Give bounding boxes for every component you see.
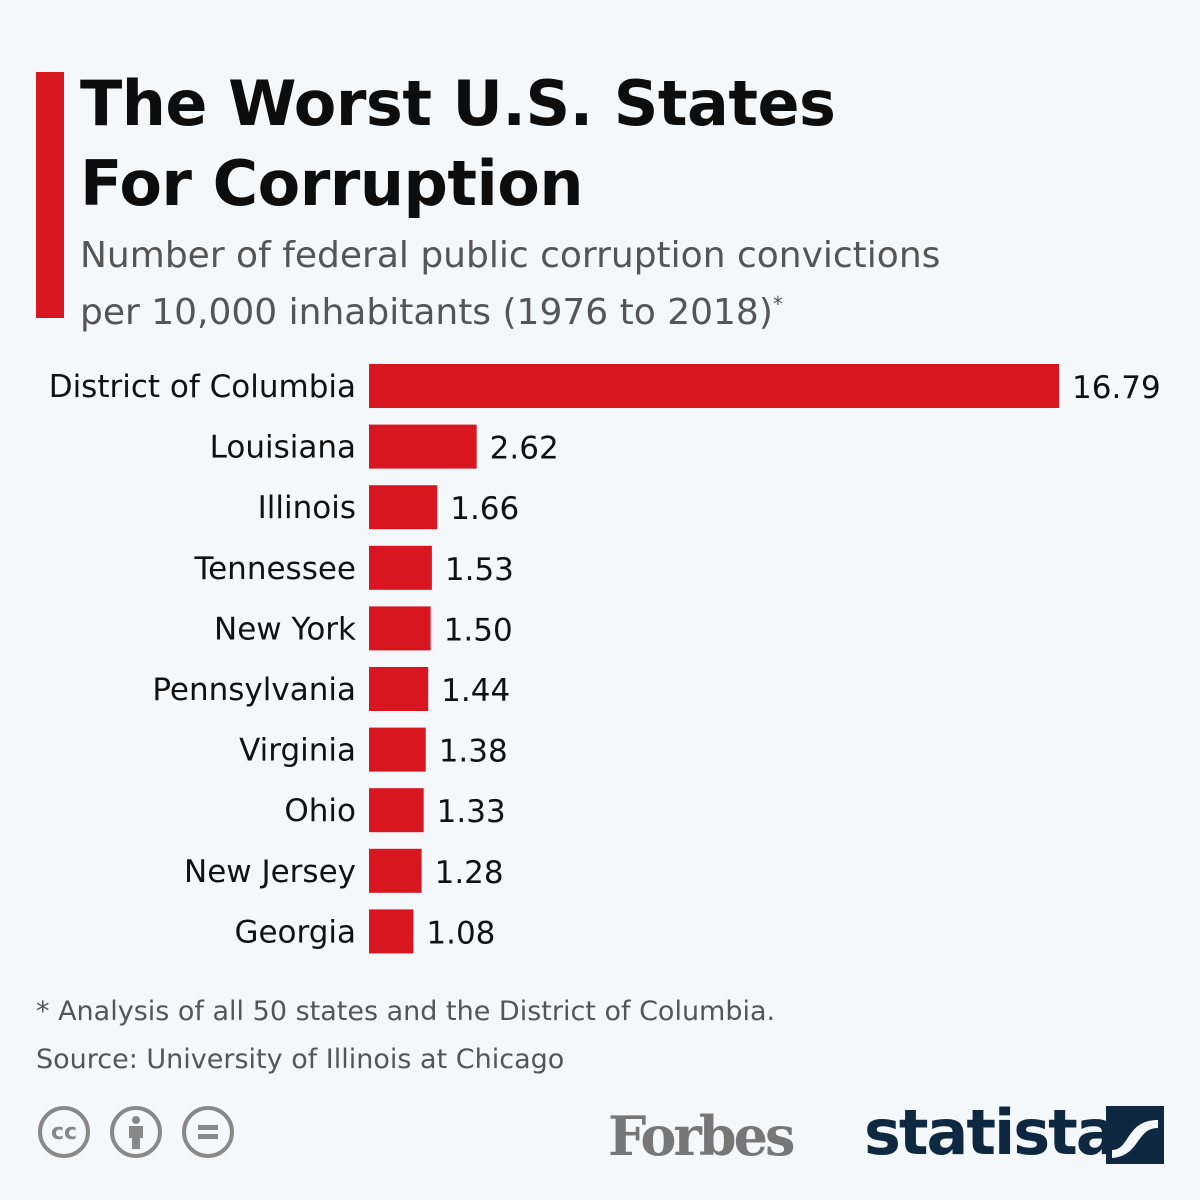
category-label: Virginia xyxy=(239,733,356,769)
creative-commons-icon[interactable]: cc xyxy=(38,1106,90,1158)
subtitle-line-1: Number of federal public corruption conv… xyxy=(80,235,941,276)
chart-subtitle: Number of federal public corruption conv… xyxy=(80,232,940,337)
category-label: Louisiana xyxy=(210,430,356,466)
category-label: Illinois xyxy=(258,490,356,526)
no-derivatives-icon[interactable] xyxy=(182,1106,234,1158)
value-label: 1.66 xyxy=(450,491,519,527)
cc-text: cc xyxy=(50,1119,78,1145)
category-label: Ohio xyxy=(284,793,356,829)
value-label: 1.53 xyxy=(445,552,514,588)
bar xyxy=(369,848,422,893)
title-line-1: The Worst U.S. States xyxy=(80,67,836,140)
title-accent-bar xyxy=(36,72,64,318)
forbes-logo: Forbes xyxy=(608,1104,795,1168)
value-label: 2.62 xyxy=(490,431,559,467)
source: Source: University of Illinois at Chicag… xyxy=(36,1044,565,1075)
subtitle-asterisk: * xyxy=(772,292,783,316)
bar xyxy=(369,727,426,772)
value-label: 1.50 xyxy=(444,612,513,648)
bar-chart: District of Columbia 16.79 Louisiana 2.62 Il… xyxy=(49,364,1161,954)
statista-logo: statista xyxy=(864,1096,1118,1169)
category-label: New Jersey xyxy=(184,854,356,890)
bar xyxy=(369,364,1059,408)
value-label: 1.33 xyxy=(437,794,506,830)
bar xyxy=(369,545,432,590)
statista-logo-icon xyxy=(1106,1106,1164,1164)
subtitle-line-2: per 10,000 inhabitants (1976 to 2018) xyxy=(80,292,773,333)
value-label: 1.44 xyxy=(441,673,510,709)
category-label: District of Columbia xyxy=(49,369,356,405)
category-label: Pennsylvania xyxy=(152,672,356,708)
value-label: 16.79 xyxy=(1072,370,1161,406)
footnote: * Analysis of all 50 states and the Dist… xyxy=(36,996,776,1027)
bar xyxy=(369,424,477,469)
bar xyxy=(369,667,429,711)
value-label: 1.28 xyxy=(435,855,504,891)
category-label: New York xyxy=(214,611,356,647)
bar xyxy=(369,606,431,651)
chart-title: The Worst U.S. States For Corruption xyxy=(80,64,836,224)
bar xyxy=(369,485,438,530)
value-label: 1.08 xyxy=(426,915,495,951)
category-label: Georgia xyxy=(234,914,356,950)
bar xyxy=(369,788,424,833)
category-label: Tennessee xyxy=(193,551,356,587)
bar xyxy=(369,909,414,954)
value-label: 1.38 xyxy=(439,734,508,770)
attribution-icon[interactable] xyxy=(110,1106,162,1158)
title-line-2: For Corruption xyxy=(80,147,584,220)
